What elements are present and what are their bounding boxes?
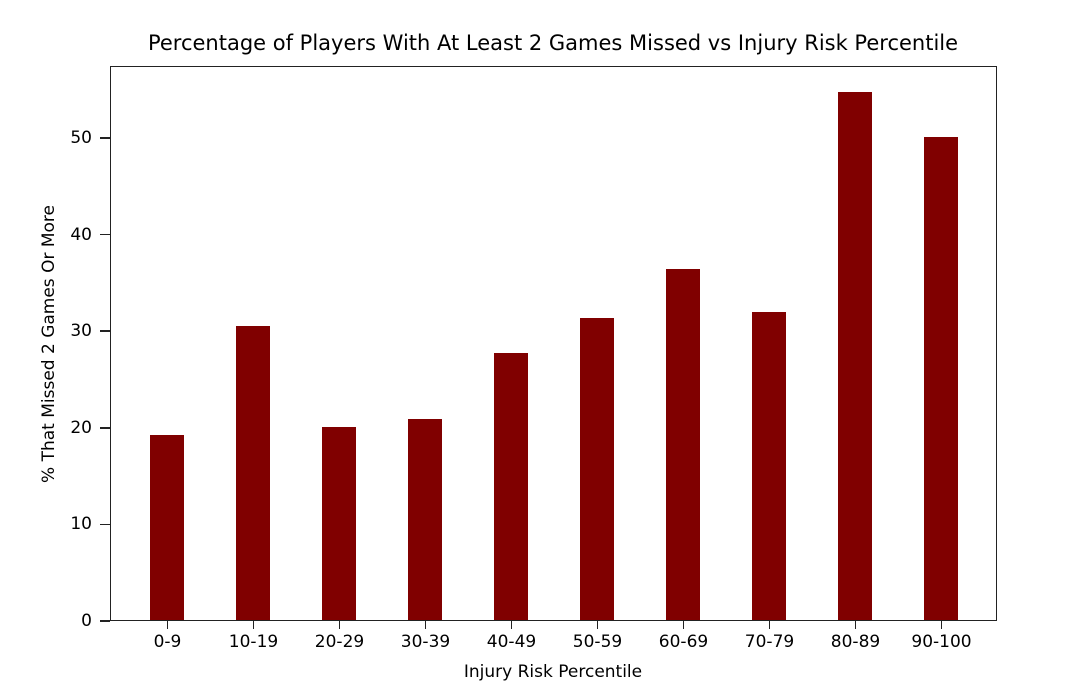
x-tick (252, 621, 255, 629)
y-tick (100, 620, 110, 622)
bar-40-49 (494, 353, 528, 620)
bar-80-89 (838, 91, 872, 620)
y-tick-label: 10 (70, 514, 92, 535)
x-tick-label: 70-79 (744, 632, 795, 652)
x-tick-label: 50-59 (572, 632, 623, 652)
y-tick-label: 30 (70, 321, 92, 342)
y-tick-label: 0 (81, 611, 92, 631)
y-tick (100, 233, 110, 236)
y-tick (100, 137, 110, 139)
bar-10-19 (236, 326, 270, 620)
y-tick (100, 330, 110, 332)
x-tick-label: 40-49 (486, 632, 537, 652)
x-tick (166, 621, 169, 629)
plot-area (110, 66, 997, 621)
bar-70-79 (752, 311, 786, 620)
x-tick-label: 20-29 (314, 632, 365, 652)
x-tick (940, 621, 943, 629)
bar-0-9 (150, 434, 184, 620)
y-tick-label: 40 (70, 224, 92, 245)
x-tick-label: 90-100 (911, 632, 972, 652)
x-tick (338, 621, 341, 629)
bar-90-100 (924, 137, 958, 620)
y-tick (100, 523, 110, 526)
x-tick-label: 80-89 (830, 632, 881, 652)
bar-30-39 (408, 419, 442, 620)
x-tick-label: 10-19 (228, 632, 279, 652)
y-axis-label: % That Missed 2 Games Or More (39, 205, 59, 483)
y-tick-label: 20 (70, 417, 92, 438)
x-tick-label: 30-39 (400, 632, 451, 652)
x-tick (596, 621, 599, 629)
bar-60-69 (666, 269, 700, 620)
x-tick (768, 621, 771, 629)
x-tick-label: 0-9 (153, 632, 182, 652)
x-axis-label: Injury Risk Percentile (463, 662, 643, 682)
bar-50-59 (580, 317, 614, 620)
y-tick (100, 427, 110, 429)
x-tick (424, 621, 427, 629)
chart-title: Percentage of Players With At Least 2 Ga… (147, 31, 959, 55)
x-tick (510, 621, 513, 629)
x-tick-label: 60-69 (658, 632, 709, 652)
bar-20-29 (322, 426, 356, 620)
x-tick (682, 621, 685, 629)
x-tick (854, 621, 857, 629)
y-tick-label: 50 (70, 128, 92, 148)
